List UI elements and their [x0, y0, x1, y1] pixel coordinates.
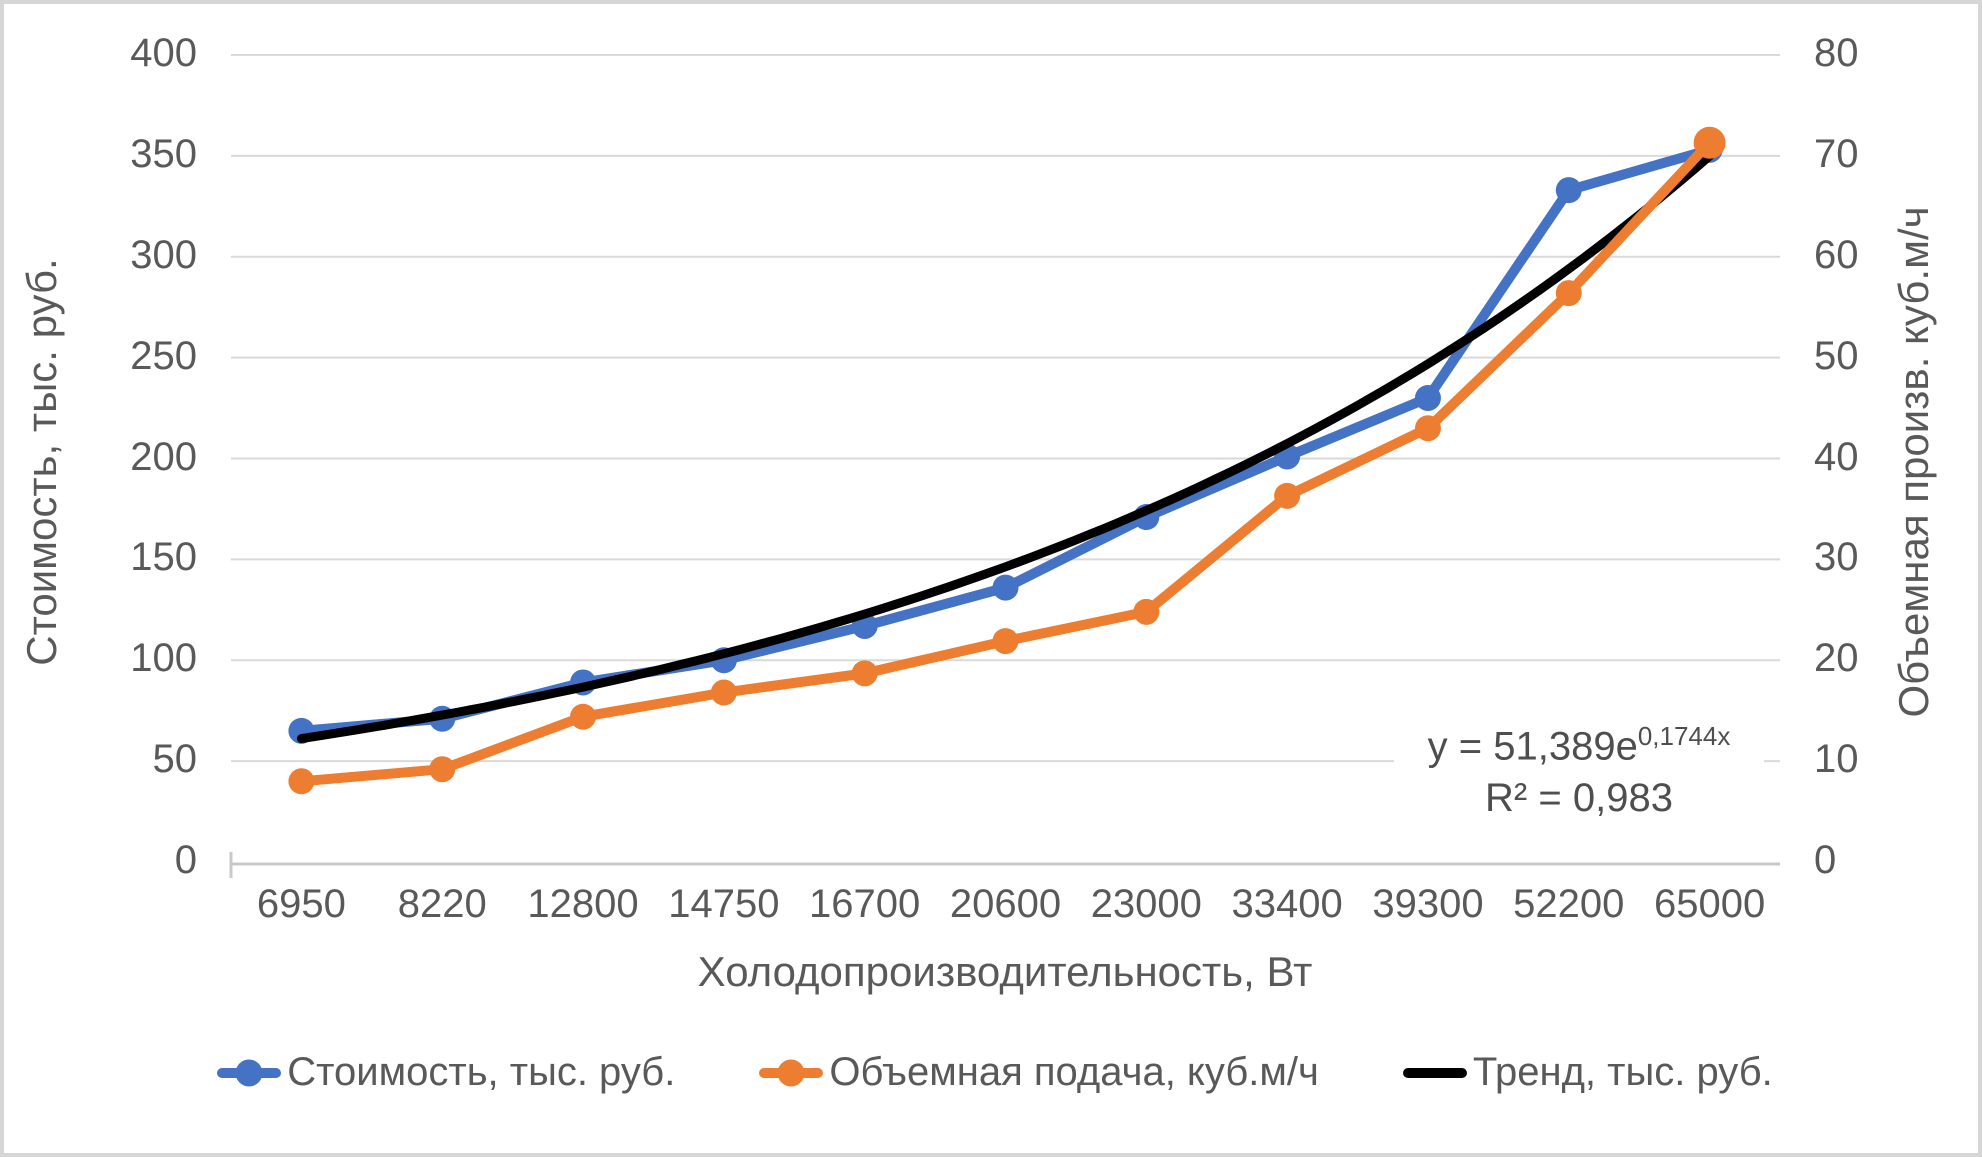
legend-item-trend-label: Тренд, тыс. руб.: [1472, 1050, 1773, 1094]
right-axis-title: Объемная произв. куб.м/ч: [1890, 206, 1937, 718]
trend-line: [296, 151, 1715, 744]
right-axis-tick: 70: [1814, 131, 1859, 176]
legend-item-flow: Объемная подача, куб.м/ч: [759, 1050, 1319, 1095]
left-axis-tick: 350: [130, 131, 197, 176]
series-marker-flow: [429, 756, 456, 783]
chart-legend: Стоимость, тыс. руб. Объемная подача, куб…: [4, 1050, 1978, 1095]
series-marker-flow: [851, 660, 878, 687]
left-axis-tick: 0: [174, 838, 197, 882]
series-marker-flow: [992, 628, 1019, 655]
right-axis-tick: 30: [1814, 535, 1859, 580]
left-axis-tick: 200: [130, 434, 197, 479]
left-axis-tick: 400: [130, 31, 197, 75]
x-axis-title: Холодопроизводительность, Вт: [697, 948, 1313, 995]
left-axis-tick: 100: [130, 636, 197, 681]
right-axis-tick: 10: [1814, 737, 1859, 782]
legend-item-trend: Тренд, тыс. руб.: [1402, 1050, 1773, 1095]
x-axis-tick: 8220: [397, 882, 487, 926]
equation-exponent: 0,1744x: [1637, 721, 1731, 751]
left-axis-title: Стоимость, тыс. руб.: [18, 258, 65, 666]
series-marker-flow: [1133, 598, 1160, 625]
x-axis-tick: 65000: [1653, 882, 1766, 926]
x-axis-tick: 23000: [1090, 882, 1202, 926]
legend-item-flow-label: Объемная подача, куб.м/ч: [829, 1050, 1319, 1094]
legend-item-flow-swatch: [759, 1059, 824, 1086]
x-axis-tick: 52200: [1513, 882, 1625, 926]
series-marker-cost: [1555, 177, 1582, 204]
legend-item-cost-swatch: [217, 1059, 282, 1086]
x-axis-tick: 14750: [668, 882, 780, 926]
left-axis-tick: 50: [152, 737, 198, 782]
series-marker-cost: [1414, 384, 1441, 411]
series-marker-flow: [1693, 126, 1726, 159]
right-axis-tick: 20: [1814, 636, 1859, 681]
series-line-flow: [296, 137, 1715, 787]
legend-item-trend-swatch: [1402, 1067, 1467, 1078]
x-axis-tick: 16700: [809, 882, 921, 926]
right-axis-tick: 80: [1814, 31, 1859, 75]
trendline-annotation: y = 51,389e0,1744x R² = 0,983: [1394, 710, 1764, 825]
legend-item-cost: Стоимость, тыс. руб.: [217, 1050, 675, 1095]
plot-area: [229, 54, 1780, 878]
series-marker-flow: [288, 768, 315, 795]
series-marker-flow: [1414, 415, 1441, 442]
trend-equation: y = 51,389e0,1744x: [1427, 721, 1731, 769]
x-axis-tick: 12800: [527, 882, 639, 926]
x-axis-tick: 20600: [949, 882, 1062, 926]
right-axis-tick: 40: [1814, 434, 1859, 479]
x-axis-tick: 39300: [1372, 882, 1484, 926]
left-axis-tick: 300: [130, 232, 197, 277]
x-axis-tick: 33400: [1231, 882, 1343, 926]
left-axis-tick: 250: [130, 333, 197, 378]
legend-item-flow-marker: [777, 1059, 805, 1086]
series-marker-flow: [570, 703, 597, 730]
series-marker-flow: [710, 679, 737, 706]
x-axis-tick: 6950: [256, 882, 346, 926]
series-marker-flow: [1555, 280, 1582, 307]
left-axis-tick: 150: [130, 535, 197, 580]
right-axis-tick: 50: [1814, 333, 1859, 378]
legend-item-cost-marker: [235, 1059, 263, 1086]
series-marker-cost: [992, 574, 1019, 601]
trend-r-squared: R² = 0,983: [1485, 776, 1673, 821]
legend-item-cost-label: Стоимость, тыс. руб.: [287, 1050, 676, 1094]
right-axis-tick: 60: [1814, 232, 1859, 277]
series-marker-flow: [1274, 482, 1301, 509]
right-axis-tick: 0: [1814, 838, 1837, 882]
